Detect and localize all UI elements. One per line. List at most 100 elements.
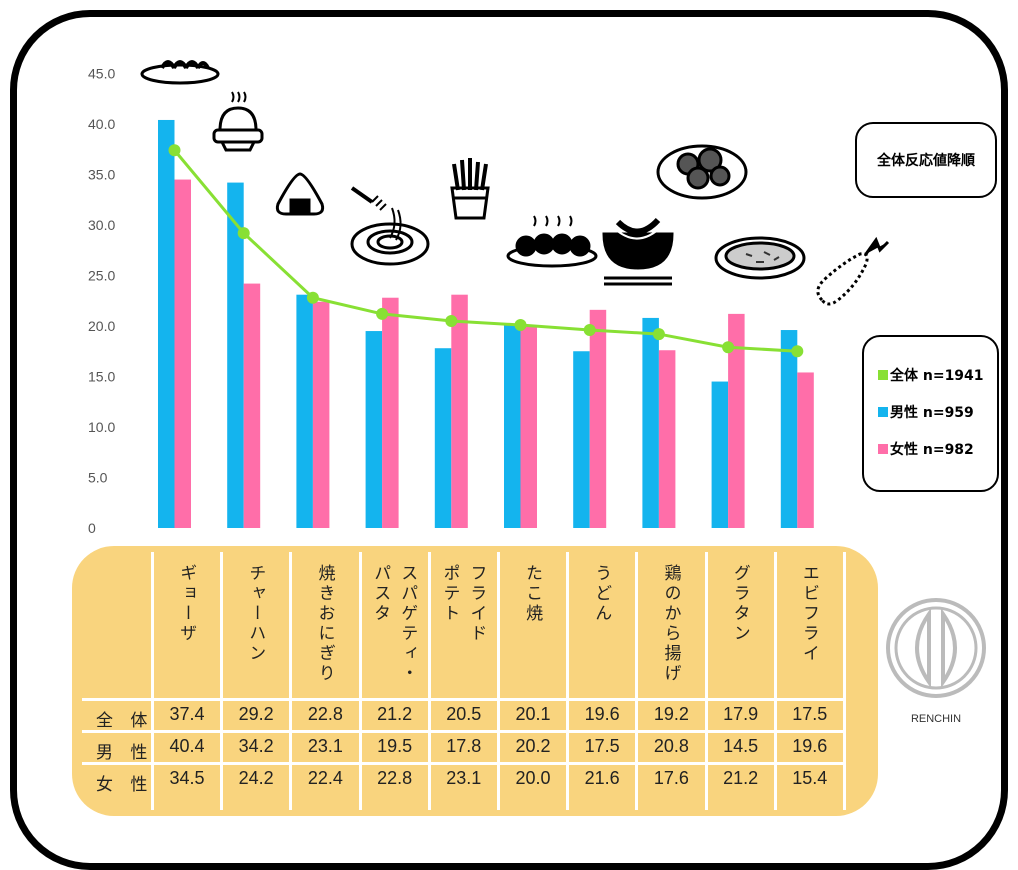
chart-plot: 0 5.0 10.0 15.0 20.0 25.0 30.0 35.0 40.0 45.0 [88,60,890,536]
table-header-cell: 鶏のから揚げ [636,564,705,744]
table-column-divider [497,552,500,810]
table-column-divider [220,552,224,810]
udon-icon [602,217,674,286]
bar-female [520,326,537,528]
table-header-label: ポテト [439,564,460,624]
table-cell: 34.2 [238,736,274,756]
table-row-label: 全 体 [96,711,154,731]
table-cell: 17.9 [723,704,759,724]
renchin-logo [886,598,986,698]
table-cell: 22.8 [377,768,413,788]
pasta-icon [350,186,430,266]
bar-male [504,323,521,528]
bar-female [797,372,814,528]
bar-male [780,330,798,528]
table-cell: 19.2 [653,704,689,724]
bar-female [451,294,468,528]
logo-label: RENCHIN [910,713,962,725]
y-tick-label: 45.0 [88,66,115,82]
line-total [173,149,798,353]
karaage-icon [656,144,748,200]
y-tick-label: 0 [88,520,96,536]
gratin-icon [714,236,806,280]
point-total [583,324,596,337]
table-header-label: パスタ [370,564,391,624]
table-column-divider [704,552,708,810]
bar-female [312,301,330,528]
table-row-divider [82,762,844,765]
table-cell: 34.5 [169,768,205,788]
bar-male [158,119,175,529]
table-cell: 23.1 [446,768,482,788]
table-header-label: たこ焼 [522,564,543,624]
legend-swatch-total [878,370,888,380]
table-column-divider [427,552,431,810]
table-column-divider [151,552,154,810]
bar-female [589,309,607,528]
y-tick-label: 25.0 [88,268,115,284]
fried-rice-icon [212,91,264,152]
table-cell: 17.6 [653,768,689,788]
table-header-label: うどん [591,564,612,624]
table-header-label: チャーハン [245,564,266,664]
y-tick-label: 30.0 [88,217,115,233]
legend-swatch-female [878,444,888,454]
table-cell: 23.1 [307,736,343,756]
y-tick-label: 35.0 [88,167,115,183]
table-column-divider [289,552,293,810]
table-column-divider [843,552,846,810]
gyoza-icon [140,60,220,85]
table-header-label: 焼きおにぎり [314,564,335,684]
y-tick-label: 15.0 [88,369,115,385]
table-cell: 14.5 [723,736,759,756]
legend-label-female: 女性 n=982 [890,442,974,458]
fries-icon [450,158,490,220]
table-header-cell: たこ焼 [498,564,567,744]
table-row-divider [82,730,844,733]
legend-item-female: 女性 n=982 [878,439,997,459]
bar-female [728,313,745,528]
bar-female [243,283,261,528]
point-total [791,345,804,358]
table-cell: 17.5 [584,736,620,756]
table-cell: 19.5 [377,736,413,756]
bar-female [658,350,676,528]
table-header-label: グラタン [729,564,750,644]
legend: 全体 n=1941 男性 n=959 女性 n=982 [862,335,999,492]
bar-male [296,294,313,528]
bar-male [227,182,244,528]
table-header-label: スパゲティ・ [397,564,418,684]
sort-order-label: 全体反応値降順 [877,153,975,169]
bar-male [365,331,383,528]
table-header-label: フライド [466,564,487,644]
bar-male [711,381,729,528]
table-cell: 40.4 [169,736,205,756]
point-total [306,291,319,304]
table-row-label: 女 性 [96,775,154,795]
legend-label-total: 全体 n=1941 [890,368,984,384]
point-total [168,144,181,157]
bar-male [434,348,452,528]
table-cell: 19.6 [792,736,828,756]
legend-item-male: 男性 n=959 [878,402,997,422]
bar-male [642,317,659,528]
legend-swatch-male [878,407,888,417]
table-cell: 20.8 [653,736,689,756]
table-column-divider [566,552,570,810]
onigiri-icon [275,172,325,216]
y-tick-label: 10.0 [88,419,115,435]
table-cell: 29.2 [238,704,274,724]
table-cell: 22.4 [307,768,343,788]
table-cell: 21.2 [377,704,413,724]
legend-item-total: 全体 n=1941 [878,365,997,385]
table-cell: 21.6 [584,768,620,788]
table-cell: 15.4 [792,768,828,788]
y-tick-label: 20.0 [88,318,115,334]
bar-female [174,179,191,529]
bar-male [573,351,590,528]
point-total [237,227,250,240]
table-column-divider [773,552,777,810]
point-total [514,318,527,331]
table-header-cell: フライド ポテト [429,564,498,744]
takoyaki-icon [506,215,598,268]
